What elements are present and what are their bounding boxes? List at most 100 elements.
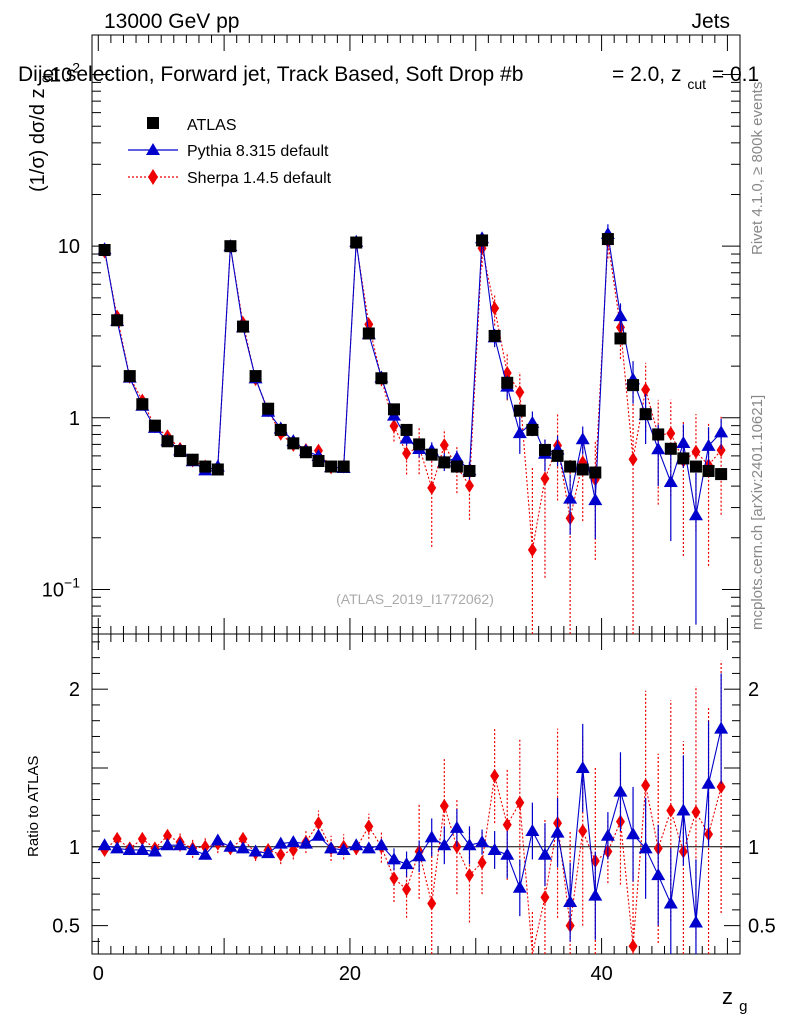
atlas-point <box>501 376 514 389</box>
sherpa-point <box>515 385 525 400</box>
sherpa-ratio-point <box>641 778 651 793</box>
sherpa-ratio-point <box>238 831 248 846</box>
sherpa-ratio-point <box>439 798 449 813</box>
sherpa-ratio-point <box>578 824 588 839</box>
atlas-point <box>299 446 312 459</box>
legend-pythia-label: Pythia 8.315 default <box>187 143 329 160</box>
pythia-point <box>688 508 703 521</box>
pythia-ratio-point <box>311 828 326 841</box>
sherpa-ratio-point <box>313 816 323 831</box>
sherpa-point <box>464 478 474 493</box>
pythia-ratio-point <box>449 820 464 833</box>
pythia-ratio-point <box>424 830 439 843</box>
pythia-ratio-point <box>374 838 389 851</box>
pythia-ratio-point <box>349 838 364 851</box>
atlas-point <box>538 443 551 456</box>
sherpa-ratio-point <box>628 939 638 954</box>
mcplots-label: mcplots.cern.ch [arXiv:2401.10621] <box>749 395 766 630</box>
atlas-point <box>186 453 199 466</box>
legend-atlas-label: ATLAS <box>187 117 237 134</box>
x-axis-label: z g <box>722 984 747 1015</box>
sherpa-ratio-point <box>364 819 374 834</box>
atlas-point <box>211 463 224 476</box>
ratio-tick-label-right: 1 <box>748 837 759 859</box>
sherpa-ratio-point <box>515 795 525 810</box>
sherpa-ratio-point <box>200 839 210 854</box>
pythia-ratio-point <box>714 721 729 734</box>
atlas-point <box>287 437 300 450</box>
x-tick-label: 20 <box>339 963 361 985</box>
pythia-ratio-point <box>261 846 276 859</box>
pythia-ratio-point <box>575 760 590 773</box>
atlas-point <box>375 372 388 385</box>
atlas-point <box>337 460 350 473</box>
atlas-point <box>639 408 652 421</box>
atlas-point <box>702 464 715 477</box>
y-tick-label: 1 <box>69 408 80 430</box>
pythia-ratio-point <box>525 824 540 837</box>
header-right: Jets <box>691 10 730 33</box>
legend-sherpa-marker <box>148 169 158 185</box>
pythia-ratio-point <box>147 844 162 857</box>
legend-atlas-marker <box>147 117 159 129</box>
atlas-point <box>387 403 400 416</box>
y-tick-label-base: 10 <box>42 579 64 601</box>
y-tick-label-base: 10 <box>58 236 80 258</box>
atlas-point <box>123 370 136 383</box>
sherpa-point <box>691 444 701 459</box>
sherpa-ratio-point <box>502 817 512 832</box>
pythia-ratio-point <box>173 838 188 851</box>
y-axis-label-main: (1/σ) dσ/d z <box>27 88 49 192</box>
atlas-point <box>274 423 287 436</box>
atlas-point <box>325 460 338 473</box>
atlas-point <box>199 460 212 473</box>
sherpa-line <box>104 241 722 550</box>
y-tick-label-exp: −1 <box>64 574 80 590</box>
atlas-point <box>148 419 161 432</box>
legend-pythia-marker <box>146 143 160 155</box>
pythia-ratio-point <box>361 841 376 854</box>
pythia-ratio-point <box>110 841 125 854</box>
atlas-point <box>400 423 413 436</box>
pythia-ratio-point <box>701 776 716 789</box>
sherpa-point <box>402 446 412 461</box>
atlas-point <box>224 240 237 253</box>
pythia-ratio-point <box>563 894 578 907</box>
ratio-tick-label: 2 <box>69 679 80 701</box>
y-tick-label: 10 <box>58 236 80 258</box>
pythia-ratio-point <box>235 841 250 854</box>
atlas-point <box>98 244 111 257</box>
atlas-point <box>715 468 728 481</box>
atlas-point <box>614 332 627 345</box>
sherpa-ratio-point <box>477 855 487 870</box>
pythia-ratio-point <box>437 838 452 851</box>
pythia-ratio-point <box>613 784 628 797</box>
sherpa-ratio-point <box>691 805 701 820</box>
legend: ATLAS Pythia 8.315 default Sherpa 1.4.5 … <box>128 117 332 187</box>
atlas-point <box>627 379 640 392</box>
pythia-ratio-point <box>412 849 427 862</box>
pythia-ratio-point <box>500 847 515 860</box>
atlas-point <box>450 460 463 473</box>
x-tick-label: 40 <box>590 963 612 985</box>
sherpa-ratio-point <box>540 890 550 905</box>
atlas-point <box>425 448 438 461</box>
sherpa-ratio-line <box>104 775 722 955</box>
sherpa-point <box>628 452 638 467</box>
ratio-panel-frame <box>91 633 741 955</box>
pythia-ratio-point <box>210 833 225 846</box>
sherpa-ratio-point <box>666 803 676 818</box>
sherpa-ratio-point <box>464 868 474 883</box>
sherpa-ratio-point <box>389 871 399 886</box>
sherpa-point <box>540 471 550 486</box>
pythia-point <box>449 451 464 464</box>
ratio-tick-label: 0.5 <box>52 916 80 938</box>
atlas-point <box>362 327 375 340</box>
pythia-ratio-point <box>122 842 137 855</box>
pythia-ratio-point <box>324 841 339 854</box>
pythia-ratio-point <box>537 847 552 860</box>
sherpa-point <box>527 542 537 557</box>
pythia-ratio-point <box>688 915 703 928</box>
atlas-point <box>463 464 476 477</box>
x-tick-label: 0 <box>93 963 104 985</box>
